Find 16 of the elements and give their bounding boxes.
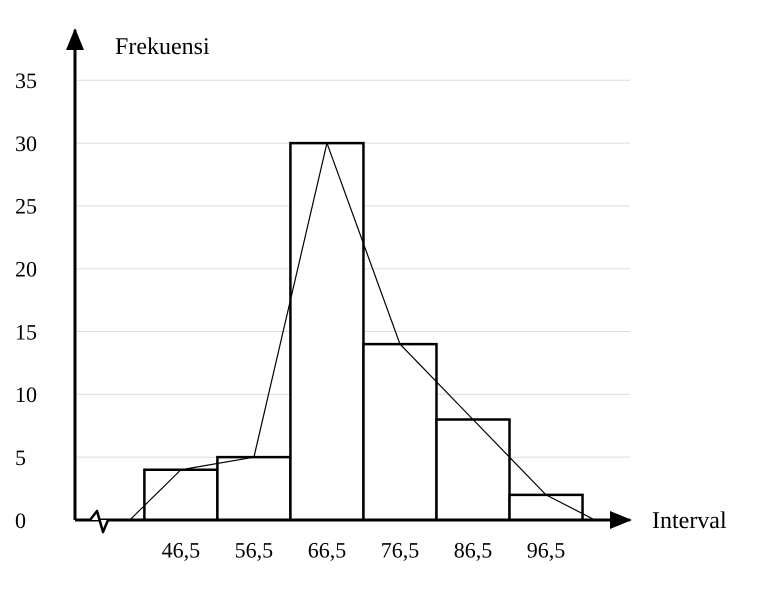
x-tick-label: 46,5 — [162, 538, 200, 563]
x-tick-label: 66,5 — [308, 538, 346, 563]
x-axis-title: Interval — [652, 508, 727, 534]
y-tick-label: 5 — [15, 444, 26, 470]
y-tick-label: 25 — [15, 194, 37, 219]
x-tick-label: 76,5 — [380, 538, 420, 563]
x-tick-label: 56,5 — [234, 538, 274, 563]
y-axis-title: Frekuensi — [115, 34, 210, 60]
y-tick-label: 0 — [15, 508, 26, 533]
y-tick-label: 35 — [15, 68, 37, 94]
x-tick-label: 96,5 — [526, 538, 566, 563]
x-tick-label: 86,5 — [454, 538, 492, 563]
y-tick-label: 20 — [15, 256, 37, 282]
y-tick-label: 10 — [15, 382, 37, 408]
y-tick-label: 30 — [15, 130, 37, 156]
y-tick-label: 15 — [15, 319, 37, 344]
